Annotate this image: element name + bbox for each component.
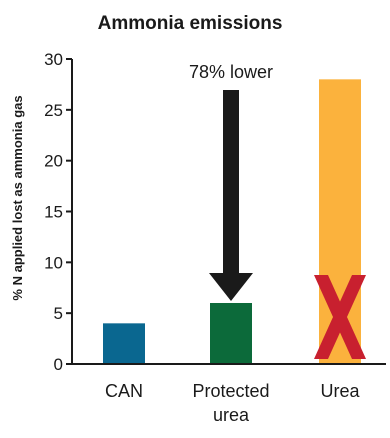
y-tick-label: 5 xyxy=(54,304,63,323)
chart-title: Ammonia emissions xyxy=(98,13,283,34)
annotations: 78% lower xyxy=(189,62,366,359)
category-label: urea xyxy=(213,405,250,425)
arrow-shaft xyxy=(223,90,239,275)
y-tick-label: 25 xyxy=(44,101,63,120)
category-label: Protected xyxy=(192,381,269,401)
category-label: CAN xyxy=(105,381,143,401)
arrow-head xyxy=(209,273,253,301)
category-label: Urea xyxy=(320,381,360,401)
cross-stroke xyxy=(314,275,366,359)
y-axis-label: % N applied lost as ammonia gas xyxy=(10,95,25,300)
annotation-text: 78% lower xyxy=(189,62,273,82)
cross-mark xyxy=(314,275,366,359)
bar-can xyxy=(103,323,145,364)
bar-protected-urea xyxy=(210,303,252,364)
y-tick-label: 15 xyxy=(44,203,63,222)
y-tick-label: 10 xyxy=(44,253,63,272)
category-labels: CAN Protected urea Urea xyxy=(105,381,361,425)
y-tick-label: 20 xyxy=(44,152,63,171)
y-tick-label: 0 xyxy=(54,355,63,374)
y-axis-ticks: 0 5 10 15 20 25 30 xyxy=(44,50,72,374)
y-tick-label: 30 xyxy=(44,50,63,69)
